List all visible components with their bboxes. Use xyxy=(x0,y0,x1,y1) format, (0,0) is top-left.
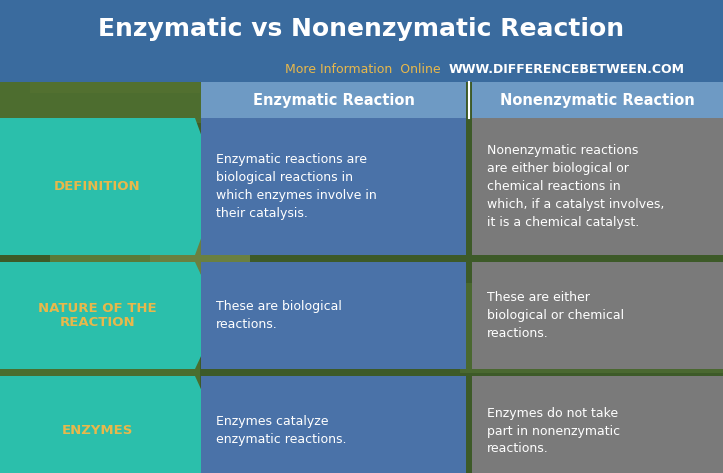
Text: Enzymatic vs Nonenzymatic Reaction: Enzymatic vs Nonenzymatic Reaction xyxy=(98,17,625,41)
Text: ENZYMES: ENZYMES xyxy=(61,424,133,438)
Text: These are either
biological or chemical
reactions.: These are either biological or chemical … xyxy=(487,291,624,340)
Bar xyxy=(50,223,230,323)
Text: DEFINITION: DEFINITION xyxy=(54,180,141,193)
Bar xyxy=(0,57,723,82)
Bar xyxy=(30,33,200,93)
Text: Enzymatic Reaction: Enzymatic Reaction xyxy=(252,93,414,107)
Bar xyxy=(500,0,723,383)
Polygon shape xyxy=(0,262,220,369)
Bar xyxy=(201,118,466,255)
Text: NATURE OF THE
REACTION: NATURE OF THE REACTION xyxy=(38,301,157,330)
Bar xyxy=(201,262,466,369)
Bar xyxy=(201,82,466,118)
Bar xyxy=(150,213,250,273)
Bar xyxy=(0,0,200,53)
Text: More Information  Online: More Information Online xyxy=(285,63,448,76)
Text: Enzymes do not take
part in nonenzymatic
reactions.: Enzymes do not take part in nonenzymatic… xyxy=(487,406,620,455)
Bar xyxy=(472,82,723,118)
Bar xyxy=(0,0,723,57)
Bar xyxy=(0,303,200,423)
Bar xyxy=(460,283,723,373)
Text: Nonenzymatic Reaction: Nonenzymatic Reaction xyxy=(500,93,695,107)
Bar xyxy=(201,376,466,473)
Bar xyxy=(100,103,250,193)
Text: Nonenzymatic reactions
are either biological or
chemical reactions in
which, if : Nonenzymatic reactions are either biolog… xyxy=(487,144,664,229)
Bar xyxy=(472,376,723,473)
Bar xyxy=(472,262,723,369)
Text: Enzymes catalyze
enzymatic reactions.: Enzymes catalyze enzymatic reactions. xyxy=(216,415,346,447)
Text: WWW.DIFFERENCEBETWEEN.COM: WWW.DIFFERENCEBETWEEN.COM xyxy=(448,63,684,76)
Polygon shape xyxy=(0,376,220,473)
Bar xyxy=(0,43,220,123)
Polygon shape xyxy=(0,118,220,255)
Bar xyxy=(472,118,723,255)
Bar xyxy=(480,0,723,173)
Text: These are biological
reactions.: These are biological reactions. xyxy=(216,300,342,331)
Text: Enzymatic reactions are
biological reactions in
which enzymes involve in
their c: Enzymatic reactions are biological react… xyxy=(216,153,377,220)
